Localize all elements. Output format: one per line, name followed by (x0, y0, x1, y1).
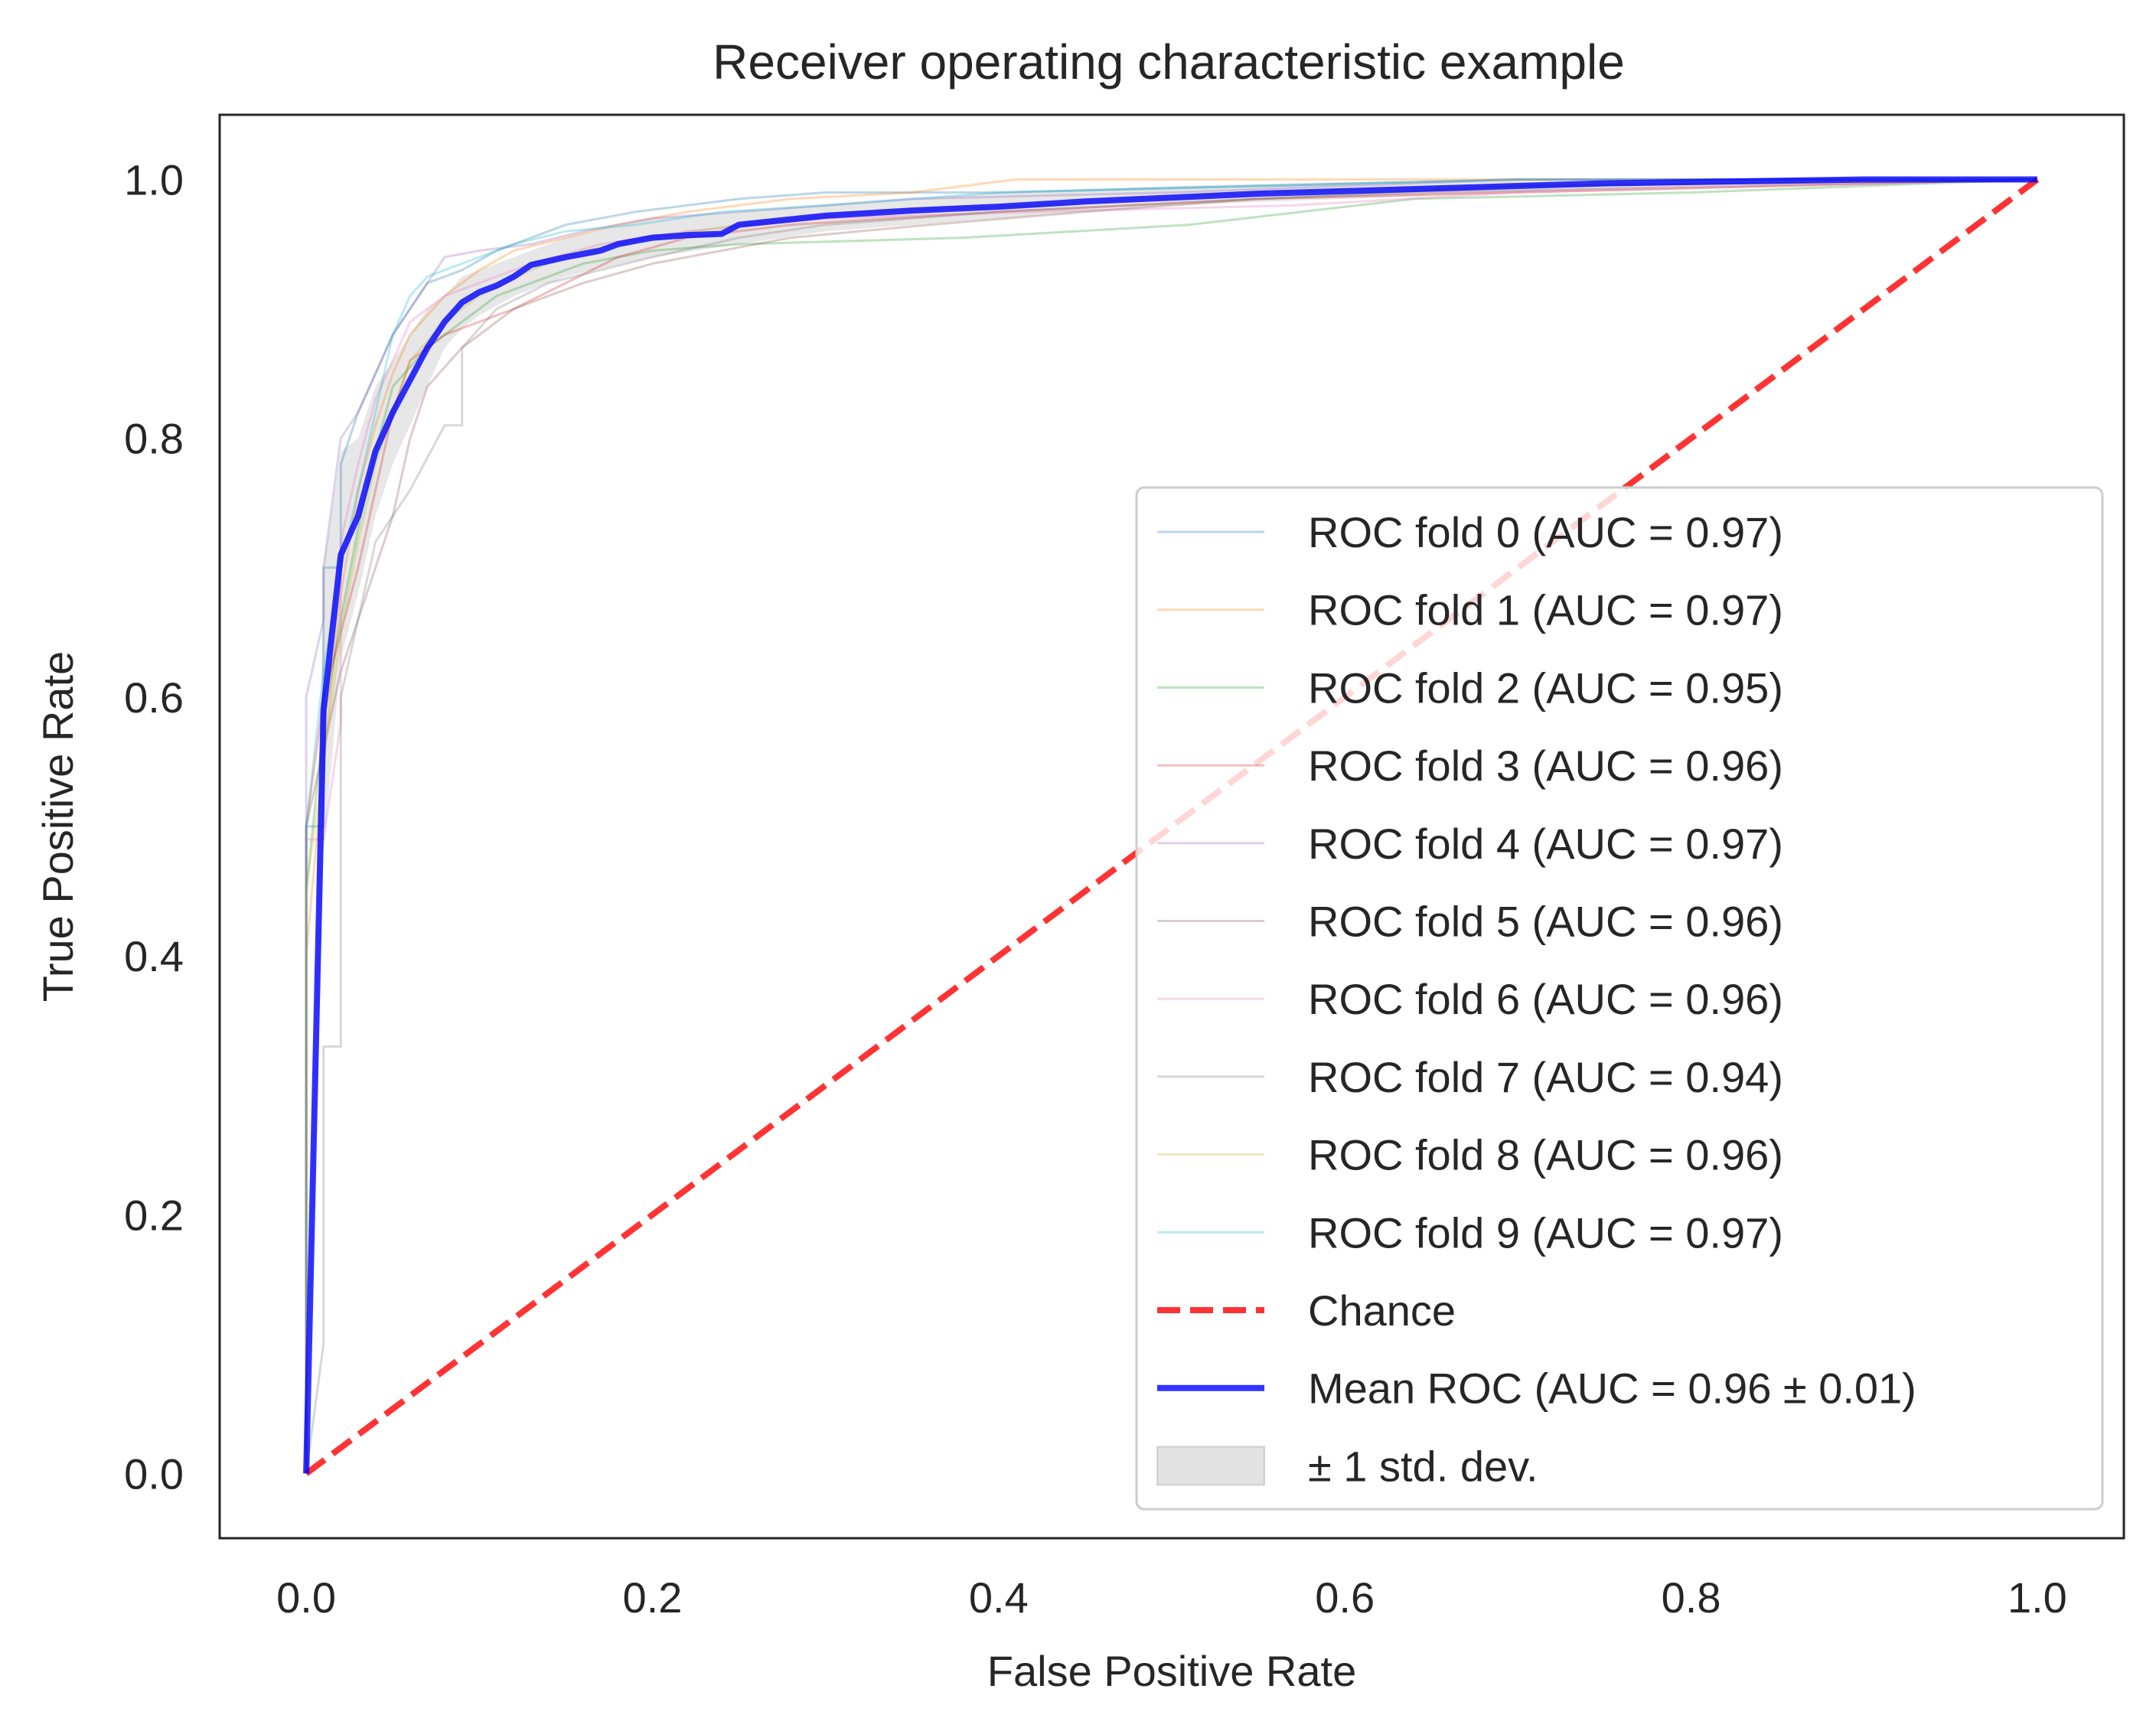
fold-1-curve (305, 178, 2037, 1474)
legend-label-fold-0: ROC fold 0 (AUC = 0.97) (1308, 508, 1783, 556)
fold-3-curve (305, 178, 2037, 1474)
legend-label-fold-3: ROC fold 3 (AUC = 0.96) (1308, 742, 1783, 790)
legend-label-fold-7: ROC fold 7 (AUC = 0.94) (1308, 1053, 1783, 1101)
x-axis-label: False Positive Rate (987, 1647, 1356, 1695)
fold-2-curve (305, 178, 2037, 1474)
legend-label-fold-6: ROC fold 6 (AUC = 0.96) (1308, 975, 1783, 1023)
fold-4-curve (305, 178, 2037, 1474)
y-tick-label: 0.2 (124, 1191, 184, 1239)
fold-7-curve (305, 178, 2037, 1474)
legend-frame (1135, 486, 2104, 1511)
y-tick-label: 0.6 (124, 673, 184, 722)
x-tick-label: 0.2 (623, 1573, 683, 1622)
legend-label-fold-4: ROC fold 4 (AUC = 0.97) (1308, 820, 1783, 868)
legend-label-mean-roc: Mean ROC (AUC = 0.96 ± 0.01) (1308, 1364, 1916, 1413)
chart-title: Receiver operating characteristic exampl… (713, 34, 1625, 90)
y-axis-ticks: 0.0 0.2 0.4 0.6 0.8 1.0 (124, 156, 184, 1498)
x-tick-label: 0.4 (969, 1573, 1029, 1622)
legend-label-chance: Chance (1308, 1286, 1456, 1335)
legend-label-fold-1: ROC fold 1 (AUC = 0.97) (1308, 586, 1783, 634)
y-tick-label: 0.8 (124, 415, 184, 463)
std-band-layer (306, 179, 2037, 1474)
x-tick-label: 0.6 (1315, 1573, 1375, 1622)
mean-roc-curve (303, 176, 2037, 1474)
fold-5-curve (305, 178, 2037, 1474)
legend-label-fold-2: ROC fold 2 (AUC = 0.95) (1308, 663, 1783, 712)
x-tick-label: 0.8 (1662, 1573, 1721, 1622)
fold-6-curve (305, 178, 2037, 1474)
x-tick-label: 1.0 (2008, 1573, 2067, 1622)
legend: ROC fold 0 (AUC = 0.97) ROC fold 1 (AUC =… (1135, 486, 2104, 1511)
x-axis-ticks: 0.0 0.2 0.4 0.6 0.8 1.0 (276, 1573, 2067, 1622)
y-tick-label: 0.0 (124, 1449, 184, 1498)
legend-swatch-std-band (1156, 1446, 1265, 1486)
y-axis-label: True Positive Rate (34, 651, 82, 1003)
legend-items: ROC fold 0 (AUC = 0.97) ROC fold 1 (AUC =… (1156, 508, 1916, 1490)
legend-label-fold-5: ROC fold 5 (AUC = 0.96) (1308, 898, 1783, 946)
legend-label-fold-8: ROC fold 8 (AUC = 0.96) (1308, 1131, 1783, 1179)
y-tick-label: 0.4 (124, 932, 184, 980)
mean-roc-layer (303, 176, 2037, 1474)
x-tick-label: 0.0 (276, 1573, 336, 1622)
std-band-area (306, 179, 2037, 1474)
legend-label-fold-9: ROC fold 9 (AUC = 0.97) (1308, 1208, 1783, 1257)
legend-label-std-band: ± 1 std. dev. (1308, 1442, 1538, 1490)
fold-curves-layer (305, 178, 2037, 1474)
y-tick-label: 1.0 (124, 156, 184, 204)
axes-frame (218, 113, 2125, 1540)
